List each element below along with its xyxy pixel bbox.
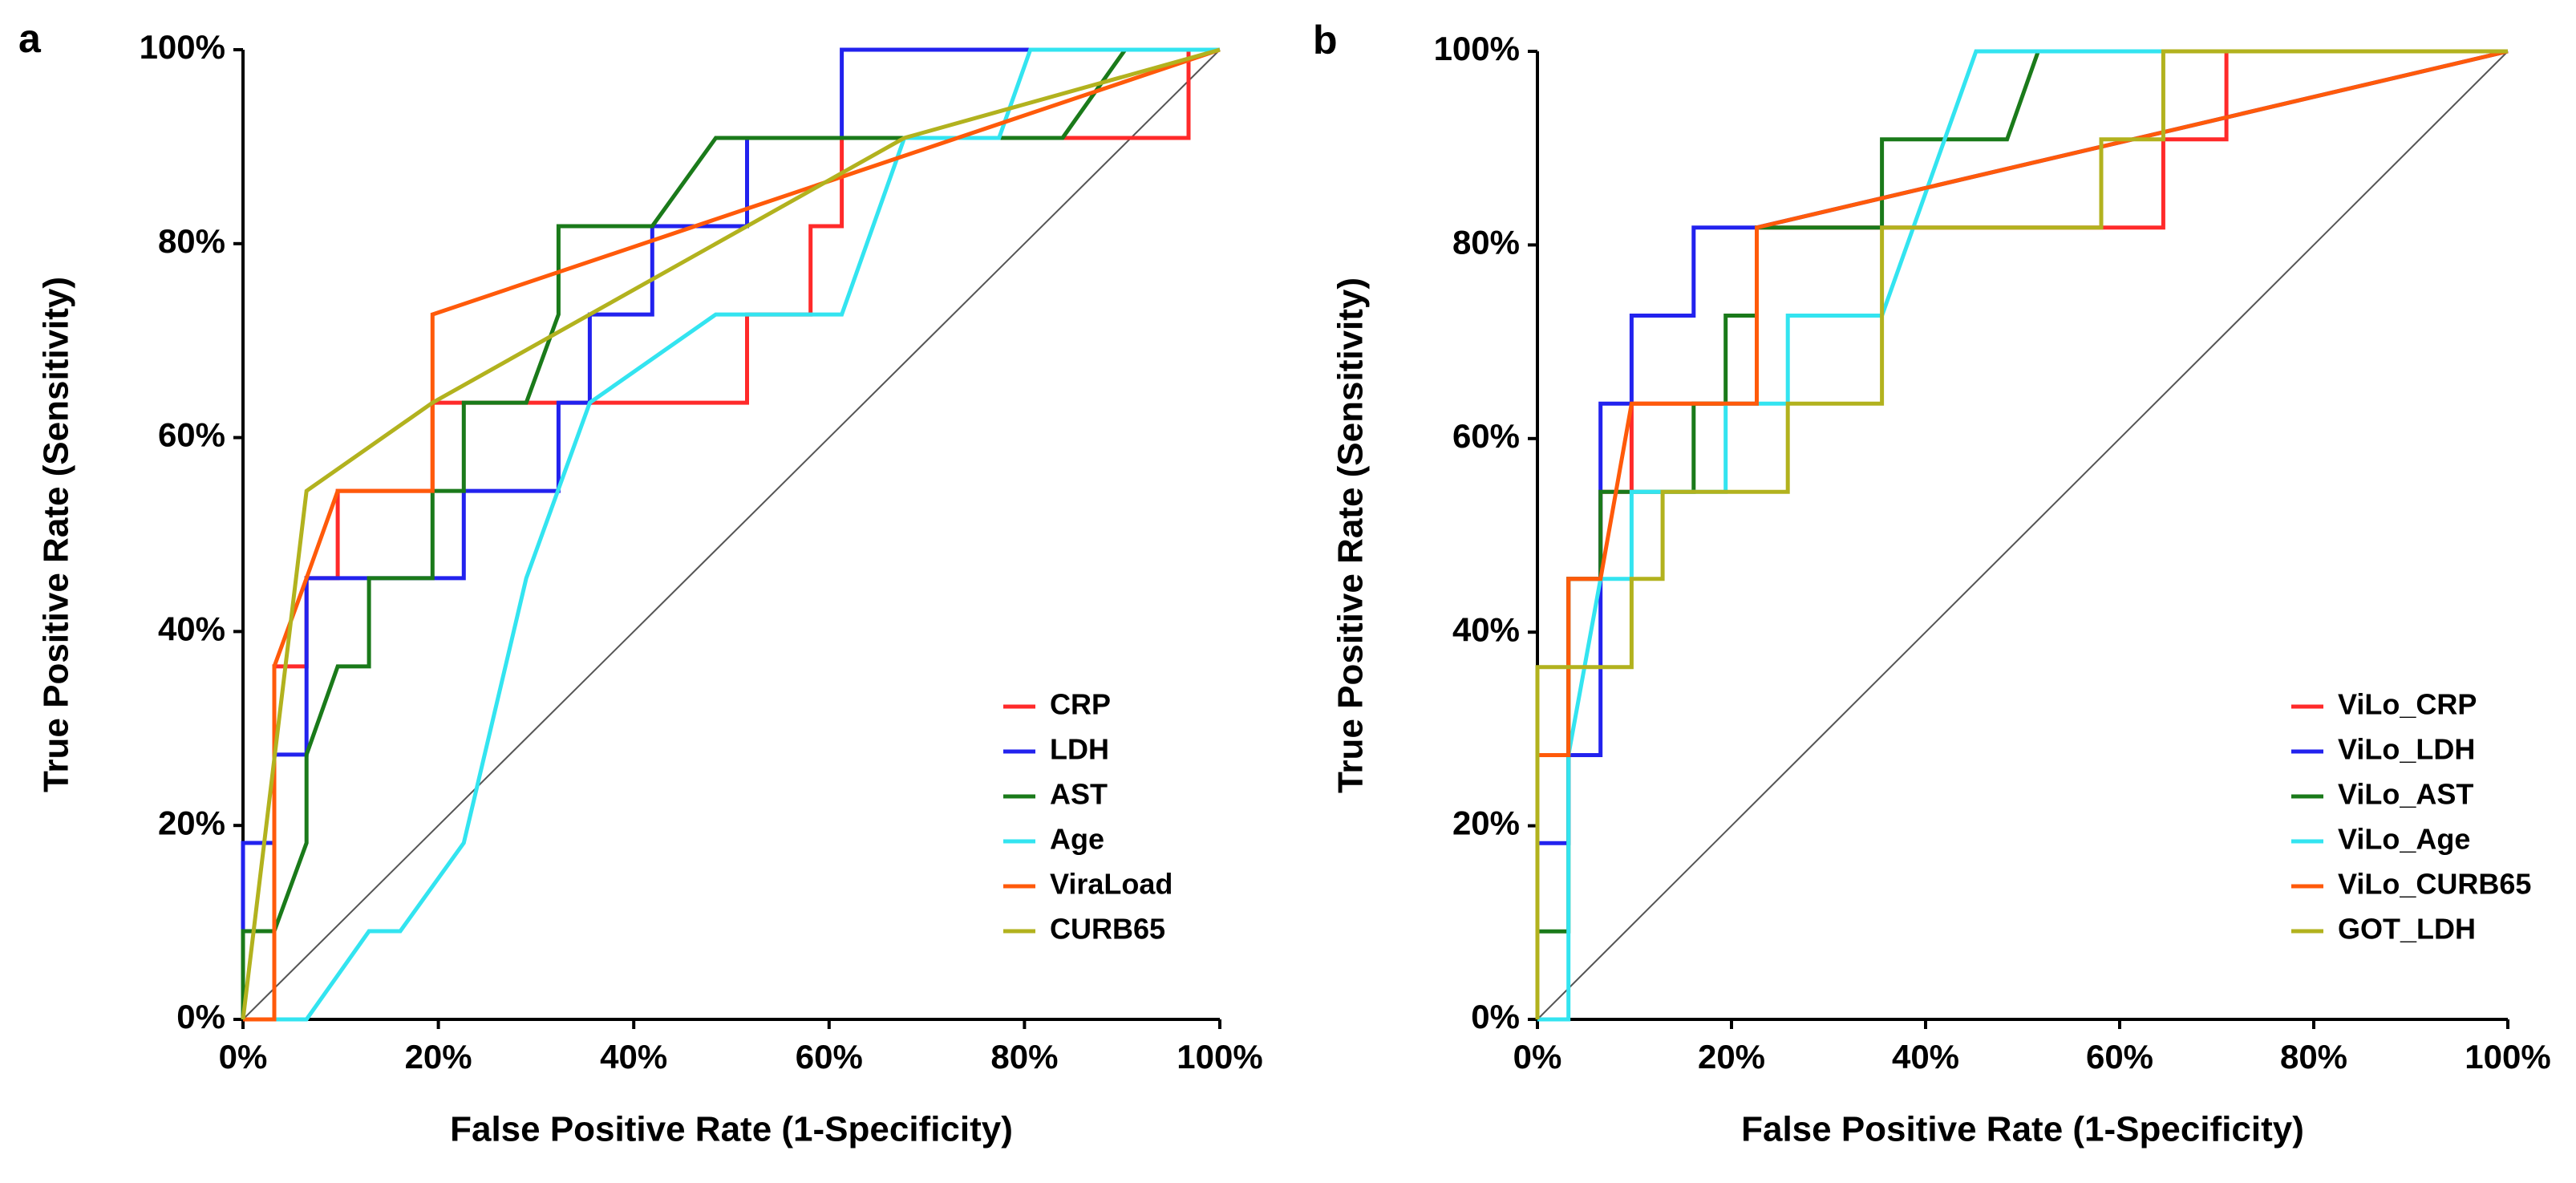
panel-label: a xyxy=(18,16,42,61)
legend-label: AST xyxy=(1050,778,1108,811)
y-tick-label: 40% xyxy=(158,610,225,647)
x-tick-label: 0% xyxy=(219,1038,268,1076)
x-tick-label: 100% xyxy=(1177,1038,1262,1076)
panel: a 0% 20% 40% 60% 80% 100% 0% 20% 40% 60% 80% 100% Fal… xyxy=(18,16,1263,1149)
roc-curve xyxy=(1535,49,2508,1019)
x-tick-label: 20% xyxy=(1698,1038,1765,1076)
y-tick-label: 20% xyxy=(158,804,225,841)
legend-label: ViLo_LDH xyxy=(2338,733,2475,766)
y-tick-label: 0% xyxy=(176,998,225,1035)
legend-label: CRP xyxy=(1050,688,1111,721)
panel-label: b xyxy=(1313,18,1338,63)
legend-label: ViLo_CRP xyxy=(2338,688,2477,721)
legend: ViLo_CRP ViLo_LDH ViLo_AST ViLo_Age ViLo_CUR… xyxy=(2291,688,2531,946)
x-axis-title: False Positive Rate (1-Specificity) xyxy=(450,1110,1013,1149)
x-tick-label: 40% xyxy=(600,1038,667,1076)
legend-label: Age xyxy=(1050,823,1104,856)
roc-curve xyxy=(243,47,1221,1022)
reference-diagonal xyxy=(242,49,1221,1020)
x-tick-label: 40% xyxy=(1892,1038,1959,1076)
y-tick-label: 100% xyxy=(1434,30,1520,67)
legend-label: ViLo_Age xyxy=(2338,823,2470,856)
y-tick-label: 80% xyxy=(1452,223,1520,261)
x-axis-title: False Positive Rate (1-Specificity) xyxy=(1741,1110,2304,1149)
legend-label: ViLo_CURB65 xyxy=(2338,868,2531,901)
y-axis-title: True Positive Rate (Sensitivity) xyxy=(37,277,76,792)
roc-curve xyxy=(1535,49,2509,1019)
y-tick-label: 60% xyxy=(158,416,225,454)
legend-label: CURB65 xyxy=(1050,913,1165,946)
x-tick-label: 20% xyxy=(405,1038,472,1076)
legend-label: ViraLoad xyxy=(1050,868,1173,901)
y-tick-label: 80% xyxy=(158,222,225,260)
y-tick-label: 20% xyxy=(1452,804,1520,842)
y-tick-label: 40% xyxy=(1452,610,1520,648)
legend-label: GOT_LDH xyxy=(2338,913,2476,946)
roc-curve xyxy=(241,47,1221,1020)
y-tick-label: 100% xyxy=(140,28,225,66)
reference-diagonal xyxy=(1537,51,2509,1020)
roc-curve xyxy=(241,47,1220,1019)
y-axis-title: True Positive Rate (Sensitivity) xyxy=(1331,278,1371,793)
x-tick-label: 80% xyxy=(2280,1038,2347,1076)
roc-curve xyxy=(243,47,1220,1022)
x-tick-label: 60% xyxy=(2086,1038,2153,1076)
legend-label: ViLo_AST xyxy=(2338,778,2473,811)
x-tick-label: 60% xyxy=(796,1038,863,1076)
panel: b 0% 20% 40% 60% 80% 100% 0% 20% 40% 60% 80% 100% Fal… xyxy=(1313,18,2551,1149)
x-tick-label: 80% xyxy=(990,1038,1058,1076)
x-tick-label: 100% xyxy=(2465,1038,2550,1076)
legend: CRP LDH AST Age ViraLoad CURB65 xyxy=(1003,688,1173,946)
legend-label: LDH xyxy=(1050,733,1109,766)
y-tick-label: 60% xyxy=(1452,417,1520,455)
y-tick-label: 0% xyxy=(1471,998,1520,1035)
roc-curve xyxy=(1535,49,2509,1019)
x-tick-label: 0% xyxy=(1513,1038,1562,1076)
